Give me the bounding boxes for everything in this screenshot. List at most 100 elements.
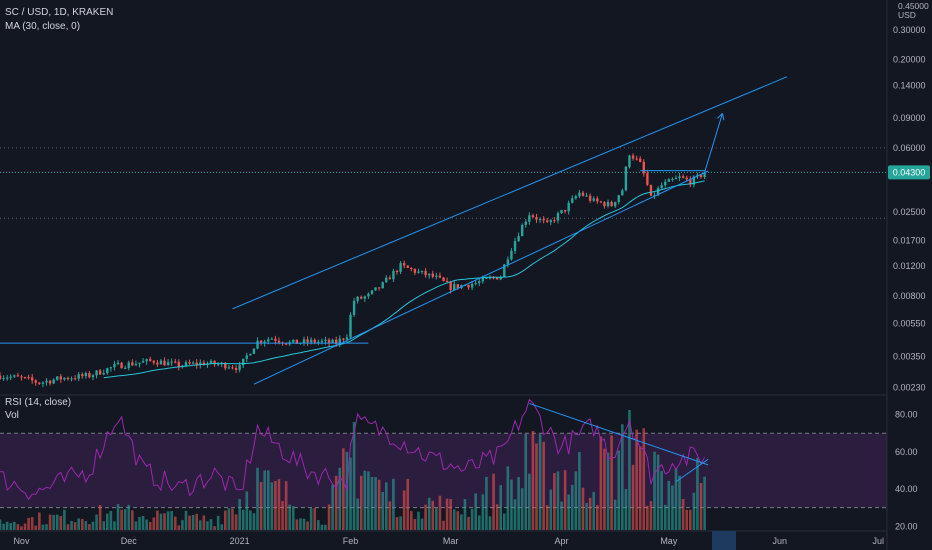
candle — [671, 177, 674, 182]
candle — [377, 287, 381, 291]
scale-top-value: 0.45000 — [898, 1, 929, 11]
volume-bar — [635, 429, 638, 530]
volume-bar — [206, 521, 209, 530]
candle — [191, 361, 195, 365]
candle — [5, 374, 9, 381]
volume-bar — [159, 513, 163, 530]
volume-bar — [352, 422, 356, 530]
candle — [399, 261, 402, 275]
volume-bar — [367, 471, 370, 530]
volume-bar — [173, 516, 177, 530]
volume-bar — [281, 501, 284, 530]
volume-bar — [420, 518, 424, 530]
candle — [116, 360, 120, 366]
volume-bar — [642, 428, 646, 530]
candle — [141, 357, 145, 363]
volume-bar — [224, 510, 227, 530]
candle — [678, 172, 681, 182]
price-tick-label: 0.20000 — [893, 55, 926, 65]
volume-bar — [520, 488, 524, 530]
volume-bar — [470, 508, 474, 530]
volume-bar — [27, 517, 30, 530]
candle — [302, 336, 306, 346]
volume-bar — [567, 494, 570, 530]
volume-bar — [234, 514, 238, 530]
volume-bar — [374, 477, 377, 530]
price-tick-label: 0.01700 — [893, 235, 926, 245]
price-tick-label: 0.01200 — [893, 261, 926, 271]
candle — [563, 209, 567, 214]
time-tick-label: May — [660, 536, 678, 546]
time-tick-label: Feb — [343, 536, 359, 546]
candle — [542, 216, 545, 224]
volume-bar — [9, 523, 13, 530]
candle — [23, 376, 27, 380]
volume-bar — [438, 495, 442, 530]
candle — [102, 369, 105, 376]
projection-arrowhead — [721, 113, 725, 121]
candle — [427, 273, 431, 279]
volume-bar — [424, 504, 427, 530]
candle — [535, 213, 538, 223]
candle — [581, 190, 585, 197]
candle — [84, 371, 88, 379]
volume-bar — [463, 499, 467, 530]
volume-bar — [656, 454, 660, 530]
volume-bar — [545, 505, 549, 530]
candle — [381, 281, 384, 289]
candle — [45, 378, 48, 386]
volume-bar — [467, 516, 470, 530]
candle — [20, 374, 23, 381]
volume-bar — [492, 473, 495, 530]
candle — [556, 211, 560, 224]
volume-bar — [231, 508, 234, 530]
volume-bar — [148, 522, 152, 530]
volume-bar — [485, 476, 488, 530]
volume-bar — [120, 509, 123, 530]
volume-bar — [209, 519, 213, 530]
time-tick-label: Nov — [13, 536, 30, 546]
rsi-support-line — [675, 458, 709, 483]
volume-bar — [617, 450, 621, 530]
candle — [635, 155, 638, 161]
candle — [9, 374, 12, 380]
candle — [149, 356, 152, 362]
volume-bar — [581, 487, 585, 530]
volume-bar — [249, 510, 252, 530]
volume-bar — [145, 519, 148, 530]
rsi-indicator-label[interactable]: RSI (14, close) — [5, 397, 72, 408]
volume-bar — [41, 524, 45, 530]
candle — [152, 360, 155, 365]
volume-bar — [460, 514, 463, 530]
volume-bar — [80, 518, 84, 530]
volume-bar — [241, 509, 245, 530]
volume-bar — [667, 480, 671, 530]
candle — [392, 268, 395, 283]
candle — [199, 359, 202, 369]
volume-bar — [331, 484, 334, 530]
volume-bar — [696, 458, 699, 530]
volume-bar — [488, 516, 492, 530]
volume-bar — [699, 482, 703, 530]
volume-indicator-label[interactable]: Vol — [5, 410, 19, 421]
volume-bar — [663, 504, 667, 530]
candle — [606, 199, 610, 208]
ma-indicator-label[interactable]: MA (30, close, 0) — [5, 21, 81, 32]
volume-bar — [535, 443, 538, 530]
candle — [646, 169, 649, 186]
volume-bar — [2, 523, 5, 530]
volume-bar — [152, 517, 156, 530]
candle — [327, 337, 331, 347]
volume-bar — [363, 470, 367, 530]
trendline-drawings[interactable] — [0, 76, 788, 483]
candle — [420, 270, 424, 275]
candle — [349, 312, 352, 340]
candle — [517, 232, 520, 242]
price-tick-label: 0.14000 — [893, 81, 926, 91]
candle — [470, 281, 474, 291]
candle — [145, 358, 148, 365]
volume-bar — [399, 516, 402, 530]
volume-bar — [474, 493, 477, 530]
price-tick-label: 0.00230 — [893, 382, 926, 392]
